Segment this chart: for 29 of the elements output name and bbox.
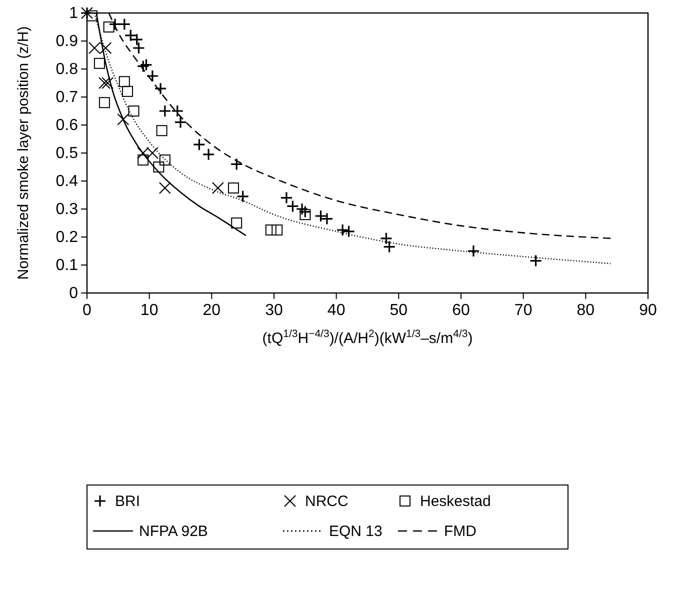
- x-tick-label: 60: [452, 302, 470, 319]
- y-tick-label: 0.6: [56, 117, 78, 134]
- y-tick-label: 1: [69, 5, 78, 22]
- x-tick-label: 90: [639, 302, 657, 319]
- legend-label: Heskestad: [420, 493, 491, 510]
- y-tick-label: 0.7: [56, 89, 78, 106]
- legend-label: EQN 13: [329, 523, 382, 540]
- y-tick-label: 0.1: [56, 257, 78, 274]
- x-tick-label: 80: [576, 302, 595, 319]
- y-tick-label: 0.5: [56, 145, 78, 162]
- x-tick-label: 30: [265, 302, 283, 319]
- legend-label: BRI: [115, 493, 140, 510]
- x-tick-label: 50: [390, 302, 408, 319]
- x-tick-label: 0: [82, 302, 92, 319]
- y-axis-title: Normalized smoke layer position (z/H): [15, 26, 32, 280]
- x-tick-label: 10: [140, 302, 158, 319]
- y-tick-label: 0.9: [56, 33, 78, 50]
- x-tick-label: 40: [327, 302, 346, 319]
- text: (tQ$^{1/3}$H$^{−4/3}$)/(A/H$^{2}$)(kW$^{1/3}$–s/m$^{4/3}$): [262, 328, 473, 347]
- y-tick-label: 0.8: [56, 61, 78, 78]
- x-tick-label: 20: [202, 302, 221, 319]
- legend-label: NRCC: [305, 493, 348, 510]
- y-tick-label: 0.4: [56, 173, 78, 190]
- legend-label: FMD: [444, 523, 477, 540]
- x-tick-label: 70: [514, 302, 532, 319]
- y-tick-label: 0: [69, 285, 78, 302]
- y-tick-label: 0.2: [56, 229, 78, 246]
- legend-label: NFPA 92B: [139, 523, 208, 540]
- y-tick-label: 0.3: [56, 201, 78, 218]
